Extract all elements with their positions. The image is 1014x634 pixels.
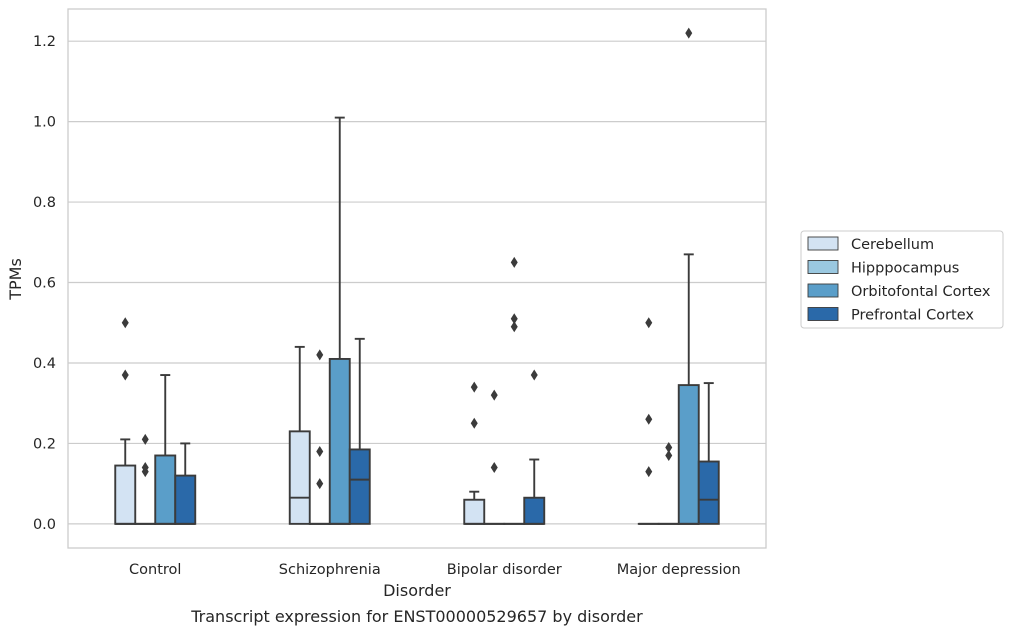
y-tick-label: 1.2 [33,34,56,50]
outlier-point [685,27,693,39]
box-2-2 [503,256,526,525]
x-tick-label: Bipolar disorder [447,562,562,578]
box-0-0 [114,317,137,525]
y-tick-label: 0.0 [33,517,56,533]
outlier-point [316,349,324,361]
box [697,460,720,525]
outlier-point [121,317,129,329]
box [288,430,311,525]
outlier-point [645,317,653,329]
outlier-point [665,441,673,453]
grid-lines [68,40,766,525]
box-1-2 [328,116,351,525]
legend-label: Hipppocampus [851,261,959,277]
y-tick-label: 1.0 [33,115,56,131]
outlier-point [645,466,653,478]
legend: Cerebellum Hipppocampus Orbitofontal Corte… [800,230,1004,329]
box [348,448,371,525]
box [114,464,137,525]
plot-frame [67,8,767,549]
outlier-point [510,321,518,333]
legend-swatch [807,307,839,321]
legend-swatch [807,260,839,274]
y-tick-label: 0.4 [33,356,56,372]
y-tick-label: 0.8 [33,195,56,211]
box [154,454,177,525]
box-1-1 [308,349,331,525]
legend-items: Cerebellum Hipppocampus Orbitofontal Corte… [807,236,991,324]
outlier-point [141,462,149,474]
legend-frame [800,230,1004,329]
outlier-point [510,256,518,268]
box-plot-area [114,27,720,525]
legend-label: Cerebellum [851,237,934,253]
box [677,384,700,525]
outlier-point [490,462,498,474]
outlier-point [510,313,518,325]
box [174,474,197,525]
outlier-point [316,478,324,490]
x-tick-label: Schizophrenia [279,562,381,578]
x-axis-label: Disorder [383,581,451,600]
legend-swatch [807,236,839,251]
legend-swatch [807,283,839,298]
y-tick-label: 0.2 [33,436,56,452]
y-axis-ticks: 0.0 0.2 0.4 0.6 0.8 1.0 1.2 [33,34,56,533]
chart-caption: Transcript expression for ENST0000052965… [190,607,643,626]
legend-label: Orbitofontal Cortex [851,284,991,300]
y-axis-label: TPMs [6,258,25,301]
x-tick-label: Control [129,562,181,578]
box-0-2 [154,374,177,525]
box [463,498,486,525]
outlier-point [530,369,538,381]
box [328,357,351,525]
box [523,496,546,525]
box-3-0 [637,317,660,525]
outlier-point [470,417,478,429]
box-3-3 [697,382,720,525]
x-axis-ticks: Control Schizophrenia Bipolar disorder Majo… [129,562,741,578]
box-3-1 [657,441,680,525]
legend-label: Prefrontal Cortex [851,308,974,324]
box-2-1 [483,389,506,525]
outlier-point [645,413,653,425]
outlier-point [665,449,673,461]
box-1-0 [288,345,311,525]
outlier-point [470,381,478,393]
y-tick-label: 0.6 [33,276,56,292]
box-2-0 [463,381,486,525]
outlier-point [316,445,324,457]
box-0-1 [134,433,157,525]
box-3-2 [677,27,700,525]
box-1-3 [348,337,371,525]
x-tick-label: Major depression [617,562,741,578]
outlier-point [490,389,498,401]
box-2-3 [523,369,546,525]
outlier-point [121,369,129,381]
outlier-point [141,433,149,445]
box-0-3 [174,442,197,525]
